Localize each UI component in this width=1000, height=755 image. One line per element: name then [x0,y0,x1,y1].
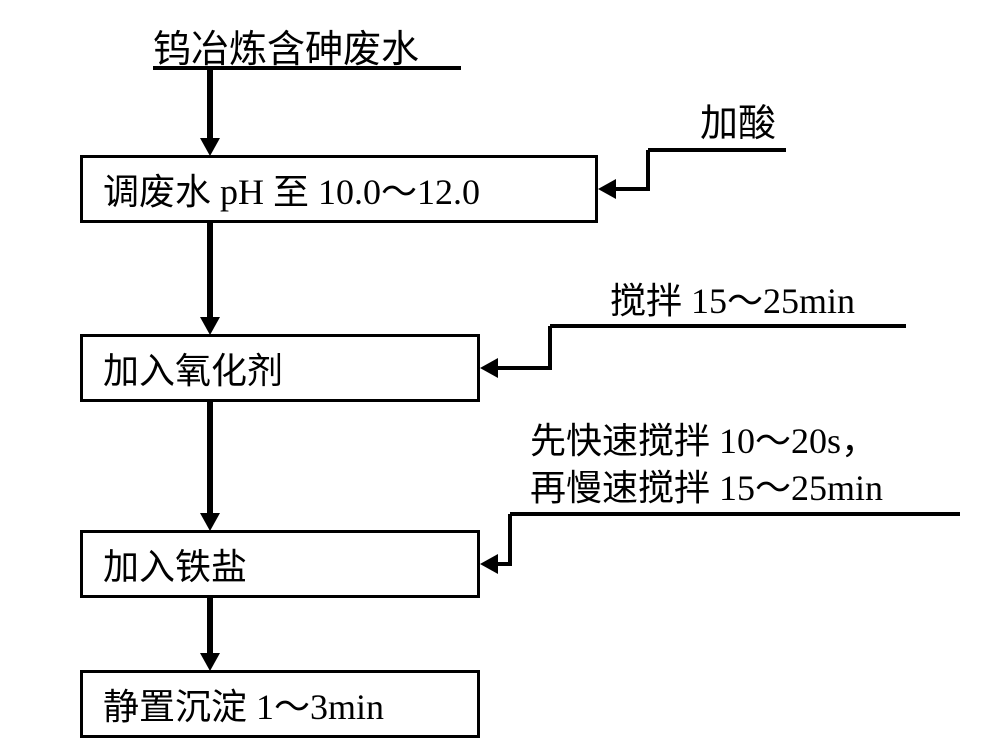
side-h-line-into-box-1 [614,187,650,191]
side-arrow-1 [598,179,616,199]
side-v-join-3 [508,545,512,566]
side-v-line-3 [508,514,512,545]
v-connector-2 [207,223,213,320]
side-input-text-1: 加酸 [700,100,776,149]
process-box-label-2: 加入氧化剂 [103,342,283,394]
process-box-4: 静置沉淀 1～3min [80,670,480,738]
side-arrow-3 [480,554,498,574]
side-h-line-1 [648,148,698,152]
v-arrow-2 [200,317,220,335]
flow-title-underline [153,66,461,70]
side-v-line-2 [548,326,552,350]
side-h-line-3 [510,512,528,516]
v-arrow-1 [200,138,220,156]
side-arrow-2 [480,358,498,378]
process-box-3: 加入铁盐 [80,530,480,598]
process-box-label-3: 加入铁盐 [103,538,247,590]
side-h-line-2 [550,324,608,328]
process-box-label-1: 调废水 pH 至 10.0～12.0 [103,163,480,215]
side-input-text-2: 搅拌 15～25min [610,278,855,325]
side-input-text-3: 先快速搅拌 10～20s， 再慢速搅拌 15～25min [530,418,883,512]
side-v-line-1 [646,150,650,172]
process-box-2: 加入氧化剂 [80,334,480,402]
side-input-underline-3 [528,512,960,516]
process-box-label-4: 静置沉淀 1～3min [103,678,384,730]
v-connector-3 [207,402,213,515]
process-box-1: 调废水 pH 至 10.0～12.0 [80,155,598,223]
v-connector-1 [207,70,213,140]
side-input-underline-1 [698,148,786,152]
side-h-line-into-box-2 [496,366,552,370]
v-arrow-4 [200,653,220,671]
v-arrow-3 [200,513,220,531]
side-input-underline-2 [608,324,906,328]
v-connector-4 [207,598,213,658]
flow-title: 钨冶炼含砷废水 [153,18,419,73]
flowchart-canvas: 钨冶炼含砷废水调废水 pH 至 10.0～12.0 加入氧化剂加入铁盐静置沉淀 1… [0,0,1000,755]
side-v-join-1 [646,172,650,191]
side-v-join-2 [548,350,552,370]
